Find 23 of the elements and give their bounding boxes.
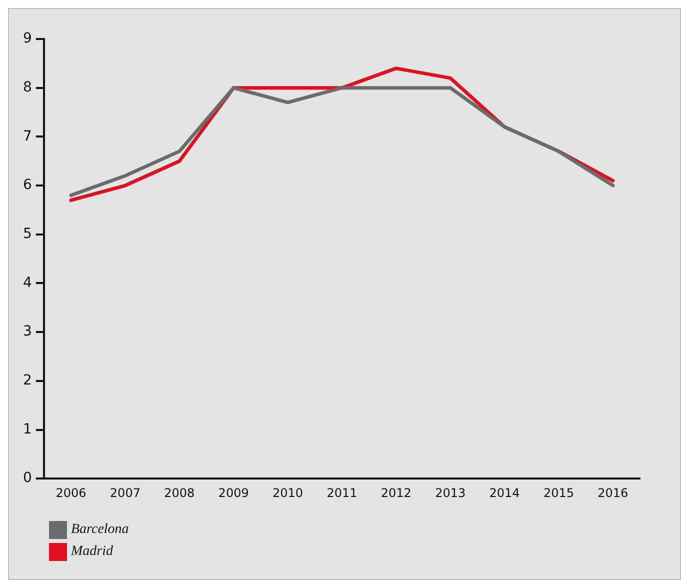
- x-tick-label: 2010: [272, 486, 304, 500]
- y-tick-label: 0: [22, 470, 32, 486]
- y-tick-label: 9: [22, 30, 32, 47]
- x-tick-label: 2006: [56, 486, 86, 500]
- x-tick-label: 2009: [218, 486, 249, 500]
- x-tick-label: 2012: [380, 486, 412, 500]
- y-tick-label: 7: [22, 128, 32, 144]
- x-tick-label: 2013: [435, 486, 466, 500]
- x-tick-label: 2014: [489, 486, 520, 500]
- legend-label: Madrid: [71, 544, 113, 560]
- y-tick-label: 3: [22, 324, 32, 340]
- x-tick-label: 2007: [110, 486, 140, 500]
- legend-label: Barcelona: [71, 522, 129, 538]
- y-tick-label: 4: [22, 274, 32, 291]
- x-tick-label: 2011: [326, 486, 358, 500]
- y-tick-label: 5: [22, 226, 32, 242]
- y-tick-label: 6: [22, 177, 32, 194]
- x-tick-label: 2015: [543, 486, 574, 500]
- x-tick-label: 2016: [598, 486, 628, 500]
- y-tick-label: 2: [22, 372, 32, 389]
- x-tick-label: 2008: [164, 486, 195, 500]
- y-tick-label: 8: [22, 79, 32, 96]
- y-tick-label: 1: [22, 421, 32, 438]
